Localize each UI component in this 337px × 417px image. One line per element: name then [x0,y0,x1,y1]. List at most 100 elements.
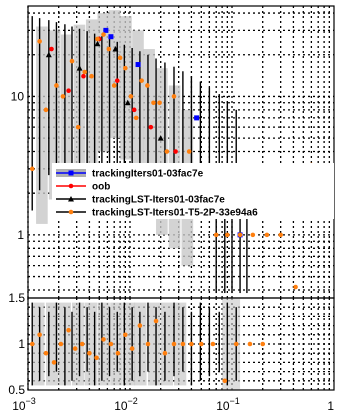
ratio-data-point-series-0 [58,341,64,347]
data-point-series-2 [112,46,119,52]
ratio-data-point-series-0 [108,341,114,347]
ratio-data-point-series-0 [260,341,266,347]
data-point-series-3 [171,94,177,99]
data-point-series-3 [139,78,144,83]
uncertainty-band [132,30,144,188]
ratio-data-point-series-0 [180,341,186,347]
data-point-series-1 [131,107,137,113]
uncertainty-band [143,49,155,215]
ratio-data-point-series-0 [29,341,35,347]
ratio-data-point-series-0 [137,323,143,328]
data-point-series-0 [135,62,141,68]
data-point-series-0 [103,27,109,33]
data-point-series-3 [60,94,66,99]
ratio-data-point-series-0 [162,350,168,356]
uncertainty-band [48,30,61,200]
ratio-data-point-series-0 [101,337,106,342]
legend-marker [68,170,74,176]
data-point-series-3 [123,65,128,71]
data-point-series-3 [133,115,139,121]
data-point-series-2 [94,40,101,47]
ratio-data-point-series-0 [43,350,49,356]
ratio-data-point-series-0 [129,346,135,351]
data-point-series-3 [101,32,106,37]
data-point-series-0 [108,34,114,40]
legend-label: trackingLST-Iters01-T5-2P-33e94a6 [92,208,258,219]
data-point-series-3 [264,232,270,238]
ratio-data-point-series-0 [198,341,204,347]
data-point-series-1 [49,46,54,52]
ratio-data-point-series-0 [233,341,239,347]
ratio-y-tick-label: 1 [18,337,25,351]
ratio-uncertainty-band [97,302,110,386]
legend-box [52,163,334,219]
data-point-series-1 [81,73,86,79]
x-tick-label: 10−1 [216,396,240,413]
main-y-tick-label: 1 [17,228,24,242]
data-point-series-3 [186,149,192,154]
data-point-series-3 [145,83,150,88]
x-tick-exponent: −1 [230,396,240,406]
legend: trackingIters01-03fac7e oob trackingLST-It… [52,163,334,219]
uncertainty-band [108,10,121,139]
data-point-series-3 [213,232,219,238]
ratio-frame [27,297,335,391]
uncertainty-band [97,13,110,152]
legend-label: oob [92,182,110,193]
x-tick-label: 1 [327,399,334,413]
x-tick-exponent: −2 [128,396,138,406]
uncertainty-band [36,26,48,224]
data-point-series-3 [128,94,134,99]
data-point-series-0 [194,115,200,121]
data-point-series-3 [106,46,112,52]
data-point-series-2 [124,99,131,106]
ratio-data-point-series-0 [210,341,216,347]
ratio-data-point-series-0 [94,355,99,361]
data-point-series-3 [117,55,123,61]
data-point-series-3 [82,69,88,75]
data-point-series-3 [69,58,75,64]
ratio-data-point-series-0 [87,350,92,356]
legend-label: trackingLST-Iters01-03fac7e [92,195,225,206]
ratio-panel: 0.511.510−3 10−2 10−1 1 [8,291,335,413]
uncertainty-band [60,34,73,211]
data-point-series-2 [76,65,83,71]
ratio-data-point-series-0 [247,341,253,347]
x-tick-base: 1 [327,399,334,413]
data-point-series-2 [157,135,164,141]
ratio-data-point-series-0 [145,341,151,347]
ratio-uncertainty-band [110,302,123,386]
data-point-series-3 [278,232,283,238]
data-point-series-3 [111,83,117,88]
ratio-data-point-series-0 [115,350,121,356]
uncertainty-band [120,16,132,160]
x-tick-base: 10 [216,399,230,413]
data-point-series-3 [157,100,162,106]
x-tick-label: 10−2 [114,396,138,413]
ratio-data-point-series-0 [79,341,85,347]
data-point-series-1 [114,78,120,83]
data-point-series-2 [45,51,52,58]
x-tick-base: 10 [114,399,128,413]
ratio-uncertainty-band [32,302,45,386]
data-point-series-3 [29,166,35,172]
ratio-uncertainty-band [71,302,85,386]
data-point-series-3 [75,124,81,130]
data-point-series-3 [225,232,230,238]
data-point-series-1 [66,88,71,94]
ratio-data-point-series-0 [37,332,42,338]
ratio-data-point-series-0 [51,360,57,365]
uncertainty-band [85,19,98,169]
ratio-data-point-series-0 [153,318,159,324]
ratio-data-point-series-0 [66,327,71,333]
data-point-series-3 [43,107,49,113]
data-point-series-1 [173,149,178,154]
legend-label: trackingIters01-03fac7e [92,169,204,180]
ratio-data-point-series-0 [222,378,228,384]
main-panel: 1 10 [11,5,335,299]
x-tick-base: 10 [12,399,26,413]
data-point-series-3 [54,83,59,88]
ratio-data-point-series-0 [123,332,128,338]
